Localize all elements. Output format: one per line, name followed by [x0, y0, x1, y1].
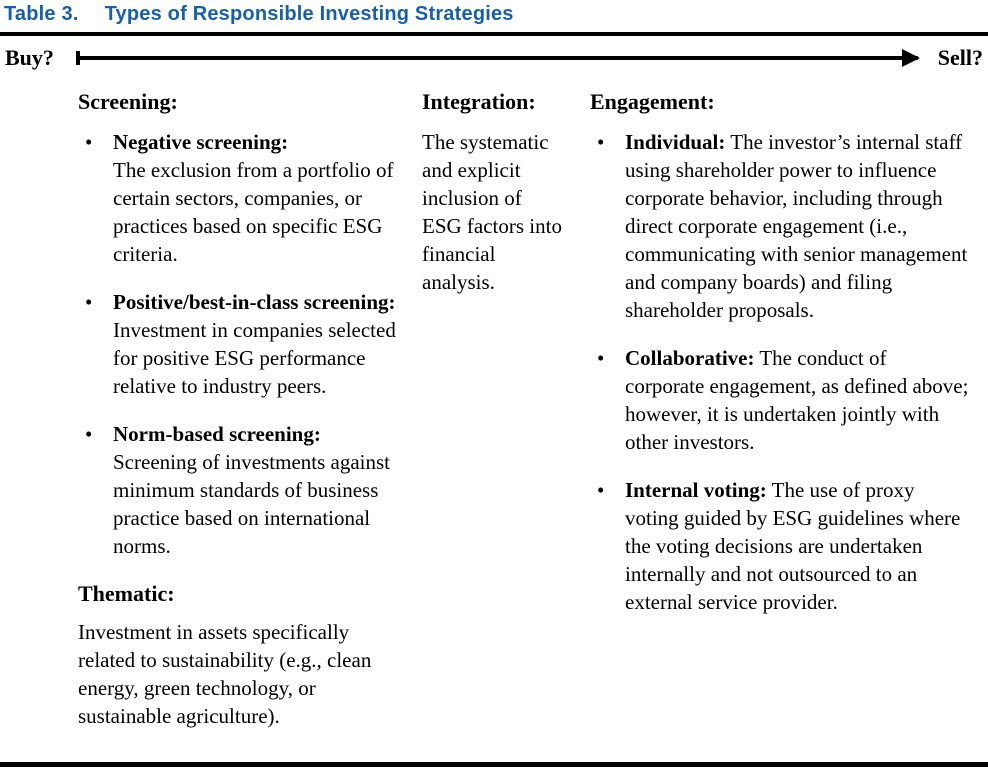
column-integration: Integration: The systematic and explicit…	[422, 88, 590, 730]
bullet-icon: •	[597, 478, 605, 502]
bullet-body: The investor’s internal staff using shar…	[625, 130, 968, 322]
bullet-text: Internal voting: The use of proxy voting…	[625, 476, 970, 616]
thematic-text: Investment in assets specifically relate…	[78, 620, 372, 728]
list-item-individual: • Individual: The investor’s internal st…	[590, 128, 970, 324]
thematic-heading: Thematic:	[78, 581, 175, 606]
arrow-head-icon	[901, 49, 920, 67]
integration-text: The systematic and explicit inclusion of…	[422, 130, 562, 294]
bullet-lead: Norm-based screening:	[113, 422, 321, 446]
bullet-lead: Individual:	[625, 130, 726, 154]
bullet-text: Negative screening: The exclusion from a…	[113, 128, 396, 268]
bullet-body: The use of proxy voting guided by ESG gu…	[625, 478, 961, 614]
bullet-icon: •	[85, 290, 93, 314]
column-engagement: Engagement: • Individual: The investor’s…	[590, 88, 982, 730]
list-item-internal-voting: • Internal voting: The use of proxy voti…	[590, 476, 970, 616]
bullet-icon: •	[85, 130, 93, 154]
bottom-rule	[0, 762, 988, 767]
bullet-text: Norm-based screening: Screening of inves…	[113, 420, 396, 560]
strategy-columns: Screening: • Negative screening: The exc…	[0, 80, 988, 730]
bullet-text: Individual: The investor’s internal staf…	[625, 128, 970, 324]
list-item-norm-based-screening: • Norm-based screening: Screening of inv…	[78, 420, 396, 560]
bullet-icon: •	[597, 346, 605, 370]
table-caption: Table 3. Types of Responsible Investing S…	[0, 0, 988, 32]
bullet-text: Positive/best-in-class screening: Invest…	[113, 288, 396, 400]
top-rule	[0, 32, 988, 36]
bullet-body: Investment in companies selected for pos…	[113, 318, 396, 398]
bullet-body: Screening of investments against minimum…	[113, 450, 391, 558]
bullet-body: The conduct of corporate engagement, as …	[625, 346, 969, 454]
list-item-positive-screening: • Positive/best-in-class screening: Inve…	[78, 288, 396, 400]
list-item-negative-screening: • Negative screening: The exclusion from…	[78, 128, 396, 268]
column-screening: Screening: • Negative screening: The exc…	[78, 88, 422, 730]
screening-heading: Screening:	[78, 89, 178, 114]
spectrum-arrow	[75, 49, 920, 67]
sell-label: Sell?	[937, 45, 983, 70]
bullet-lead: Collaborative:	[625, 346, 755, 370]
bullet-lead: Internal voting:	[625, 478, 767, 502]
bullet-body: The exclusion from a portfolio of certai…	[113, 158, 394, 266]
list-item-collaborative: • Collaborative: The conduct of corporat…	[590, 344, 970, 456]
bullet-lead: Negative screening:	[113, 130, 289, 154]
bullet-icon: •	[597, 130, 605, 154]
table-number-label: Table 3.	[4, 3, 79, 25]
integration-heading: Integration:	[422, 89, 536, 114]
buy-label: Buy?	[5, 45, 54, 70]
arrow-tail-cap-icon	[75, 51, 80, 65]
engagement-heading: Engagement:	[590, 89, 715, 114]
bullet-lead: Positive/best-in-class screening:	[113, 290, 396, 314]
table-title: Types of Responsible Investing Strategie…	[104, 3, 514, 25]
buy-sell-spectrum: Buy? Sell?	[0, 36, 988, 80]
bullet-text: Collaborative: The conduct of corporate …	[625, 344, 970, 456]
bullet-icon: •	[85, 422, 93, 446]
